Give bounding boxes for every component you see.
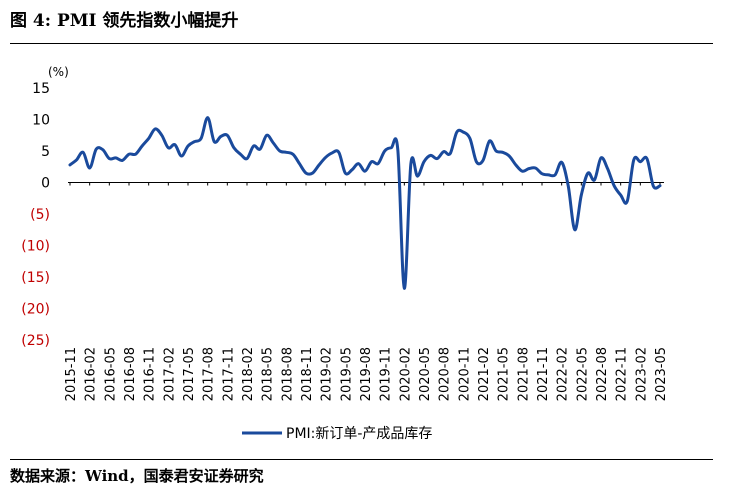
x-tick-label: 2021-08 [516, 347, 531, 401]
x-tick-label: 2019-08 [359, 347, 374, 401]
y-axis-unit-label: (%) [48, 65, 69, 79]
x-tick-label: 2016-05 [103, 347, 118, 401]
legend: PMI:新订单-产成品库存 [242, 426, 432, 442]
x-tick-label: 2016-02 [84, 347, 99, 401]
x-tick-label: 2023-05 [654, 347, 669, 401]
x-axis-ticks: 2015-11 2016-02 2016-05 2016-08 2016-11 2017-… [64, 182, 669, 401]
x-tick-label: 2016-08 [123, 347, 138, 401]
x-tick-label: 2017-11 [221, 347, 236, 401]
x-tick-label: 2023-02 [634, 347, 649, 401]
legend-label: PMI:新订单-产成品库存 [286, 426, 432, 442]
x-tick-label: 2020-05 [418, 347, 433, 401]
data-source-note: 数据来源：Wind，国泰君安证券研究 [10, 467, 264, 485]
x-tick-label: 2020-02 [398, 347, 413, 401]
y-tick-label: 5 [41, 144, 50, 160]
x-tick-label: 2018-05 [261, 347, 276, 401]
chart-title: 图 4: PMI 领先指数小幅提升 [10, 11, 239, 31]
bottom-divider [10, 459, 713, 460]
x-tick-label: 2015-11 [64, 347, 79, 401]
x-tick-label: 2022-11 [615, 347, 630, 401]
x-tick-label: 2018-11 [300, 347, 315, 401]
x-tick-label: 2017-02 [162, 347, 177, 401]
x-tick-label: 2019-11 [379, 347, 394, 401]
y-tick-label: (20) [21, 302, 50, 318]
x-tick-label: 2017-05 [182, 347, 197, 401]
x-tick-label: 2018-02 [241, 347, 256, 401]
x-tick-label: 2022-02 [556, 347, 571, 401]
y-tick-label: 0 [41, 176, 50, 192]
y-tick-label: (10) [21, 239, 50, 255]
top-divider [10, 43, 713, 44]
x-tick-label: 2017-08 [202, 347, 217, 401]
y-tick-label: (5) [30, 207, 50, 223]
y-tick-label: 15 [32, 81, 50, 97]
series-line-pmi [68, 116, 662, 290]
x-tick-label: 2018-08 [280, 347, 295, 401]
x-tick-label: 2020-08 [438, 347, 453, 401]
y-tick-label: 10 [32, 113, 50, 129]
x-tick-label: 2020-11 [457, 347, 472, 401]
y-tick-label: (15) [21, 270, 50, 286]
x-tick-label: 2016-11 [143, 347, 158, 401]
x-tick-label: 2019-02 [320, 347, 335, 401]
x-tick-label: 2021-11 [536, 347, 551, 401]
x-tick-label: 2022-05 [575, 347, 590, 401]
x-tick-label: 2021-02 [477, 347, 492, 401]
y-tick-label: (25) [21, 333, 50, 349]
x-tick-label: 2022-08 [595, 347, 610, 401]
x-tick-label: 2021-05 [497, 347, 512, 401]
y-axis-ticks: 15 10 5 0 (5) (10) (15) (20) (25) [21, 81, 50, 349]
x-tick-label: 2019-05 [339, 347, 354, 401]
